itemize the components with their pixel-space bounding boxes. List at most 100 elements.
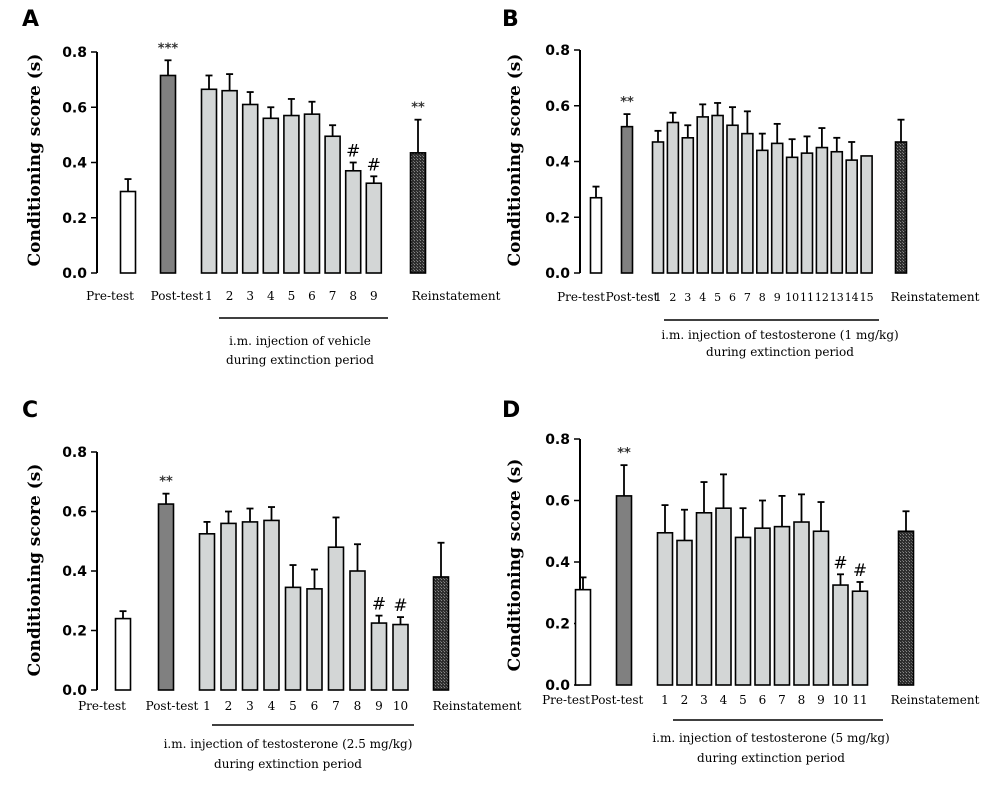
y-tick-label: 0.6 — [545, 99, 570, 115]
x-tick-label: Post-test — [151, 289, 204, 303]
extinction-note: i.m. injection of testosterone (2.5 mg/k… — [164, 737, 413, 751]
bar-group: 1 — [200, 74, 218, 303]
y-tick-label: 0.8 — [545, 432, 570, 448]
x-tick-label: 4 — [720, 693, 728, 707]
bar-group: 8 — [755, 132, 769, 304]
y-tick-label: 0.2 — [62, 211, 87, 227]
bar-group: 4 — [696, 103, 710, 304]
x-tick-label: 10 — [393, 699, 408, 713]
x-tick-label: 15 — [860, 291, 874, 304]
y-tick-label: 0.8 — [62, 45, 87, 61]
y-tick-label: 0.4 — [62, 156, 87, 172]
bar — [114, 617, 132, 691]
significance-annotation: # — [853, 561, 867, 581]
bar — [741, 132, 754, 274]
x-tick-label: 9 — [817, 693, 825, 707]
x-tick-label: 7 — [332, 699, 340, 713]
x-tick-label: 10 — [785, 291, 799, 304]
y-tick-label: 0.0 — [545, 678, 570, 694]
bar — [734, 536, 752, 686]
bar-group: 14 — [845, 141, 859, 304]
bar-group: #8 — [344, 142, 362, 303]
x-tick-label: 1 — [661, 693, 669, 707]
bar-group: 6 — [726, 106, 739, 304]
bar-group: 7 — [741, 110, 754, 304]
bar — [695, 511, 713, 686]
bar-group: 9 — [812, 501, 830, 707]
x-tick-label: 2 — [226, 289, 234, 303]
x-tick-label: 1 — [205, 289, 213, 303]
bar-group: Pre-test — [557, 185, 605, 304]
extinction-note: during extinction period — [226, 353, 374, 367]
bar-group: 2 — [676, 508, 693, 707]
y-tick-label: 0.0 — [62, 683, 87, 699]
bar — [681, 137, 695, 274]
x-tick-label: 2 — [225, 699, 233, 713]
bar-group: Pre-test — [86, 178, 137, 303]
bar — [409, 152, 427, 274]
extinction-note: i.m. injection of vehicle — [229, 334, 371, 348]
x-tick-label: Pre-test — [86, 289, 134, 303]
x-tick-label: 14 — [845, 291, 859, 304]
panel-b: B 0.0 0.2 0.4 0.6 0.8 Conditioning score (s) Pr… — [502, 7, 980, 359]
y-tick-label: 0.2 — [545, 617, 570, 633]
bar-group: 3 — [241, 91, 259, 303]
bar-group: #9 — [370, 595, 388, 713]
bar — [860, 155, 873, 274]
panel-a: A 0.0 0.2 0.4 0.6 0.8 Conditioning score (s) Pr… — [22, 7, 501, 367]
bar-group: 2 — [221, 73, 238, 303]
x-tick-label: 3 — [246, 699, 254, 713]
x-tick-label: 5 — [289, 699, 297, 713]
bar-group: 11 — [800, 135, 814, 304]
bar — [392, 623, 409, 691]
bar-group: #10 — [392, 596, 409, 713]
panel-d: D 0.0 0.2 0.4 0.6 0.8 Conditioning score (s) Pr… — [502, 398, 980, 765]
x-tick-label: 7 — [744, 291, 751, 304]
bar — [894, 141, 908, 274]
y-tick-label: 0.8 — [62, 445, 87, 461]
bar-group: Reinstatement — [433, 541, 522, 713]
bar-group: ** Post-test — [146, 475, 199, 713]
x-tick-label: 6 — [311, 699, 319, 713]
x-tick-label: Reinstatement — [891, 693, 980, 707]
bar-group: 2 — [220, 510, 237, 713]
bar — [241, 103, 259, 274]
significance-annotation: # — [833, 553, 847, 573]
panel-letter: D — [502, 398, 520, 423]
x-tick-label: 13 — [830, 291, 844, 304]
panel-letter: B — [502, 7, 519, 32]
x-tick-label: Post-test — [606, 290, 659, 304]
y-axis-label: Conditioning score (s) — [25, 54, 45, 267]
x-tick-label: Pre-test — [542, 693, 590, 707]
bar — [220, 522, 237, 691]
significance-annotation: # — [393, 596, 407, 616]
bar-group: ** Post-test — [606, 95, 659, 304]
y-tick-label: 0.6 — [62, 100, 87, 116]
bar — [620, 125, 634, 274]
bar-group: 3 — [695, 481, 713, 707]
bar — [755, 149, 769, 274]
panel-c: C 0.0 0.2 0.4 0.6 0.8 Conditioning score (s) Pr… — [22, 398, 522, 771]
x-tick-label: 10 — [833, 693, 848, 707]
x-tick-label: 1 — [203, 699, 211, 713]
bar — [200, 88, 218, 274]
bar-group: 9 — [770, 122, 784, 304]
x-tick-label: Reinstatement — [412, 289, 501, 303]
bar-group: #10 — [832, 553, 849, 707]
bar — [726, 124, 739, 274]
y-axis-label: Conditioning score (s) — [505, 459, 525, 672]
bar — [832, 584, 849, 686]
bar — [773, 525, 791, 686]
x-tick-label: 2 — [681, 693, 689, 707]
bar-group: 6 — [754, 499, 771, 707]
bar — [715, 507, 732, 686]
bar — [845, 159, 859, 274]
bar-group: 7 — [773, 494, 791, 707]
bar-group: 1 — [198, 521, 216, 713]
significance-annotation: ** — [617, 446, 631, 461]
y-tick-label: 0.0 — [62, 266, 87, 282]
x-tick-label: 3 — [700, 693, 708, 707]
x-tick-label: 4 — [267, 289, 275, 303]
x-tick-label: 9 — [774, 291, 781, 304]
